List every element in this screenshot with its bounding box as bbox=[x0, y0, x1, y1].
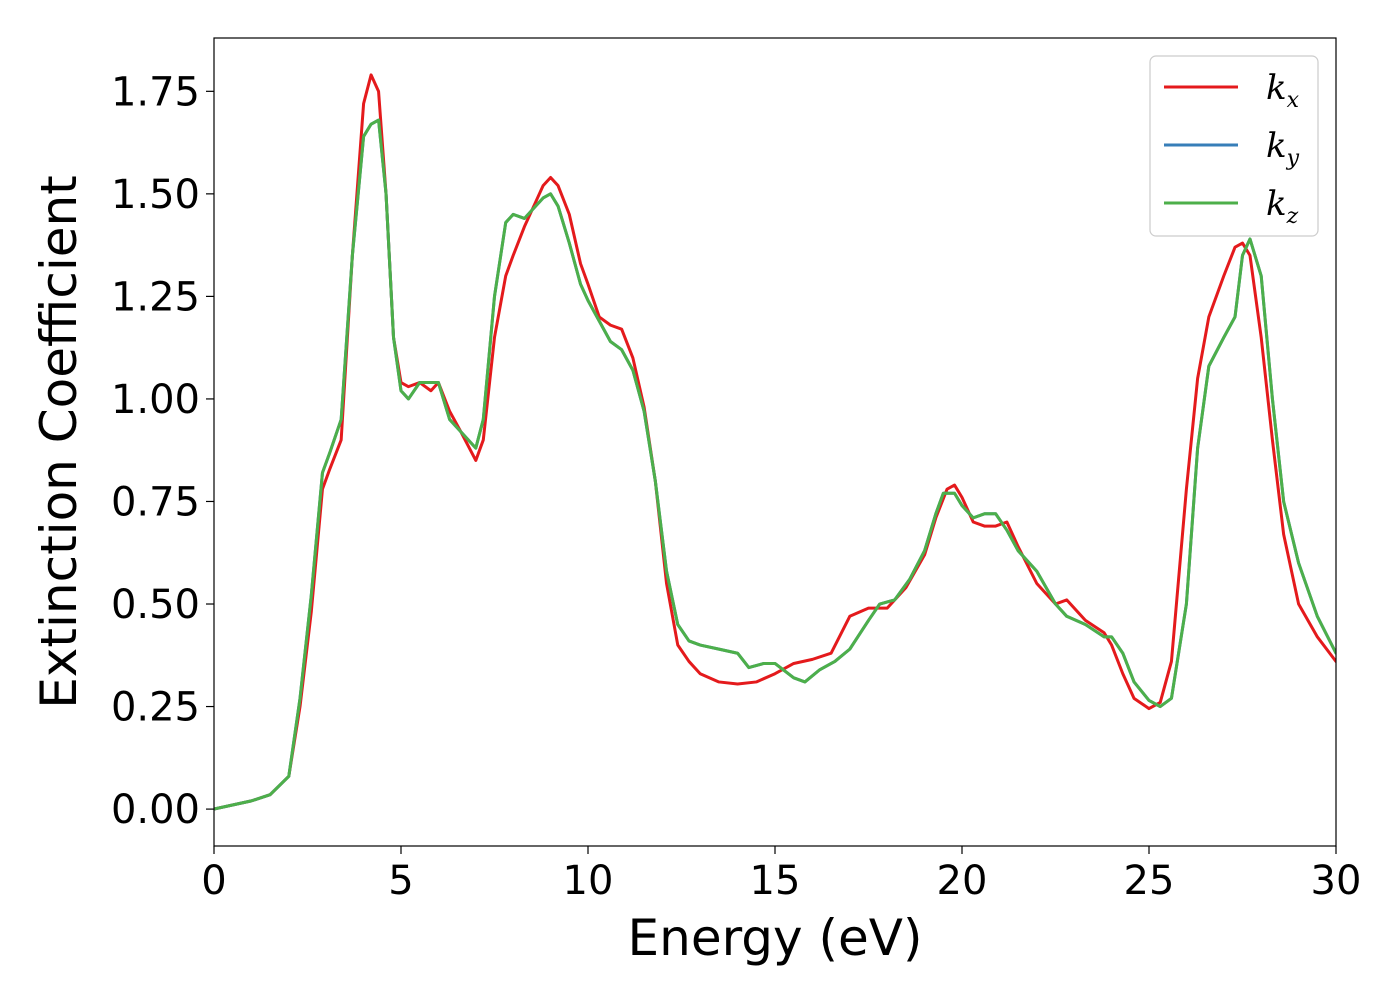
y-axis-ticks: 0.00 0.25 0.50 0.75 1.00 1.25 1.50 1.75 bbox=[111, 69, 214, 833]
y-tick-label: 1.00 bbox=[111, 377, 200, 423]
x-tick-label: 5 bbox=[388, 858, 413, 904]
x-tick-label: 10 bbox=[563, 858, 614, 904]
x-axis-label: Energy (eV) bbox=[628, 909, 923, 967]
x-tick-label: 20 bbox=[937, 858, 988, 904]
legend-label-kz: kz bbox=[1266, 184, 1299, 229]
series-line-kz bbox=[214, 118, 1336, 811]
y-axis-label: Extinction Coefficient bbox=[30, 175, 88, 709]
y-tick-label: 1.75 bbox=[111, 69, 200, 115]
y-tick-label: 0.00 bbox=[111, 787, 200, 833]
legend-label-kx: kx bbox=[1266, 68, 1300, 113]
x-tick-label: 25 bbox=[1124, 858, 1175, 904]
legend-label-ky: ky bbox=[1266, 126, 1300, 171]
y-tick-label: 1.50 bbox=[111, 172, 200, 218]
x-tick-label: 0 bbox=[201, 858, 226, 904]
y-tick-label: 0.25 bbox=[111, 685, 200, 731]
plot-background bbox=[214, 38, 1336, 846]
series-lines bbox=[214, 73, 1336, 811]
legend: kx ky kz bbox=[1149, 55, 1319, 237]
y-tick-label: 0.75 bbox=[111, 479, 200, 525]
y-tick-label: 1.25 bbox=[111, 274, 200, 320]
y-tick-label: 0.50 bbox=[111, 582, 200, 628]
x-tick-label: 30 bbox=[1311, 858, 1362, 904]
x-tick-label: 15 bbox=[750, 858, 801, 904]
x-axis-ticks: 0 5 10 15 20 25 30 bbox=[201, 846, 1361, 904]
